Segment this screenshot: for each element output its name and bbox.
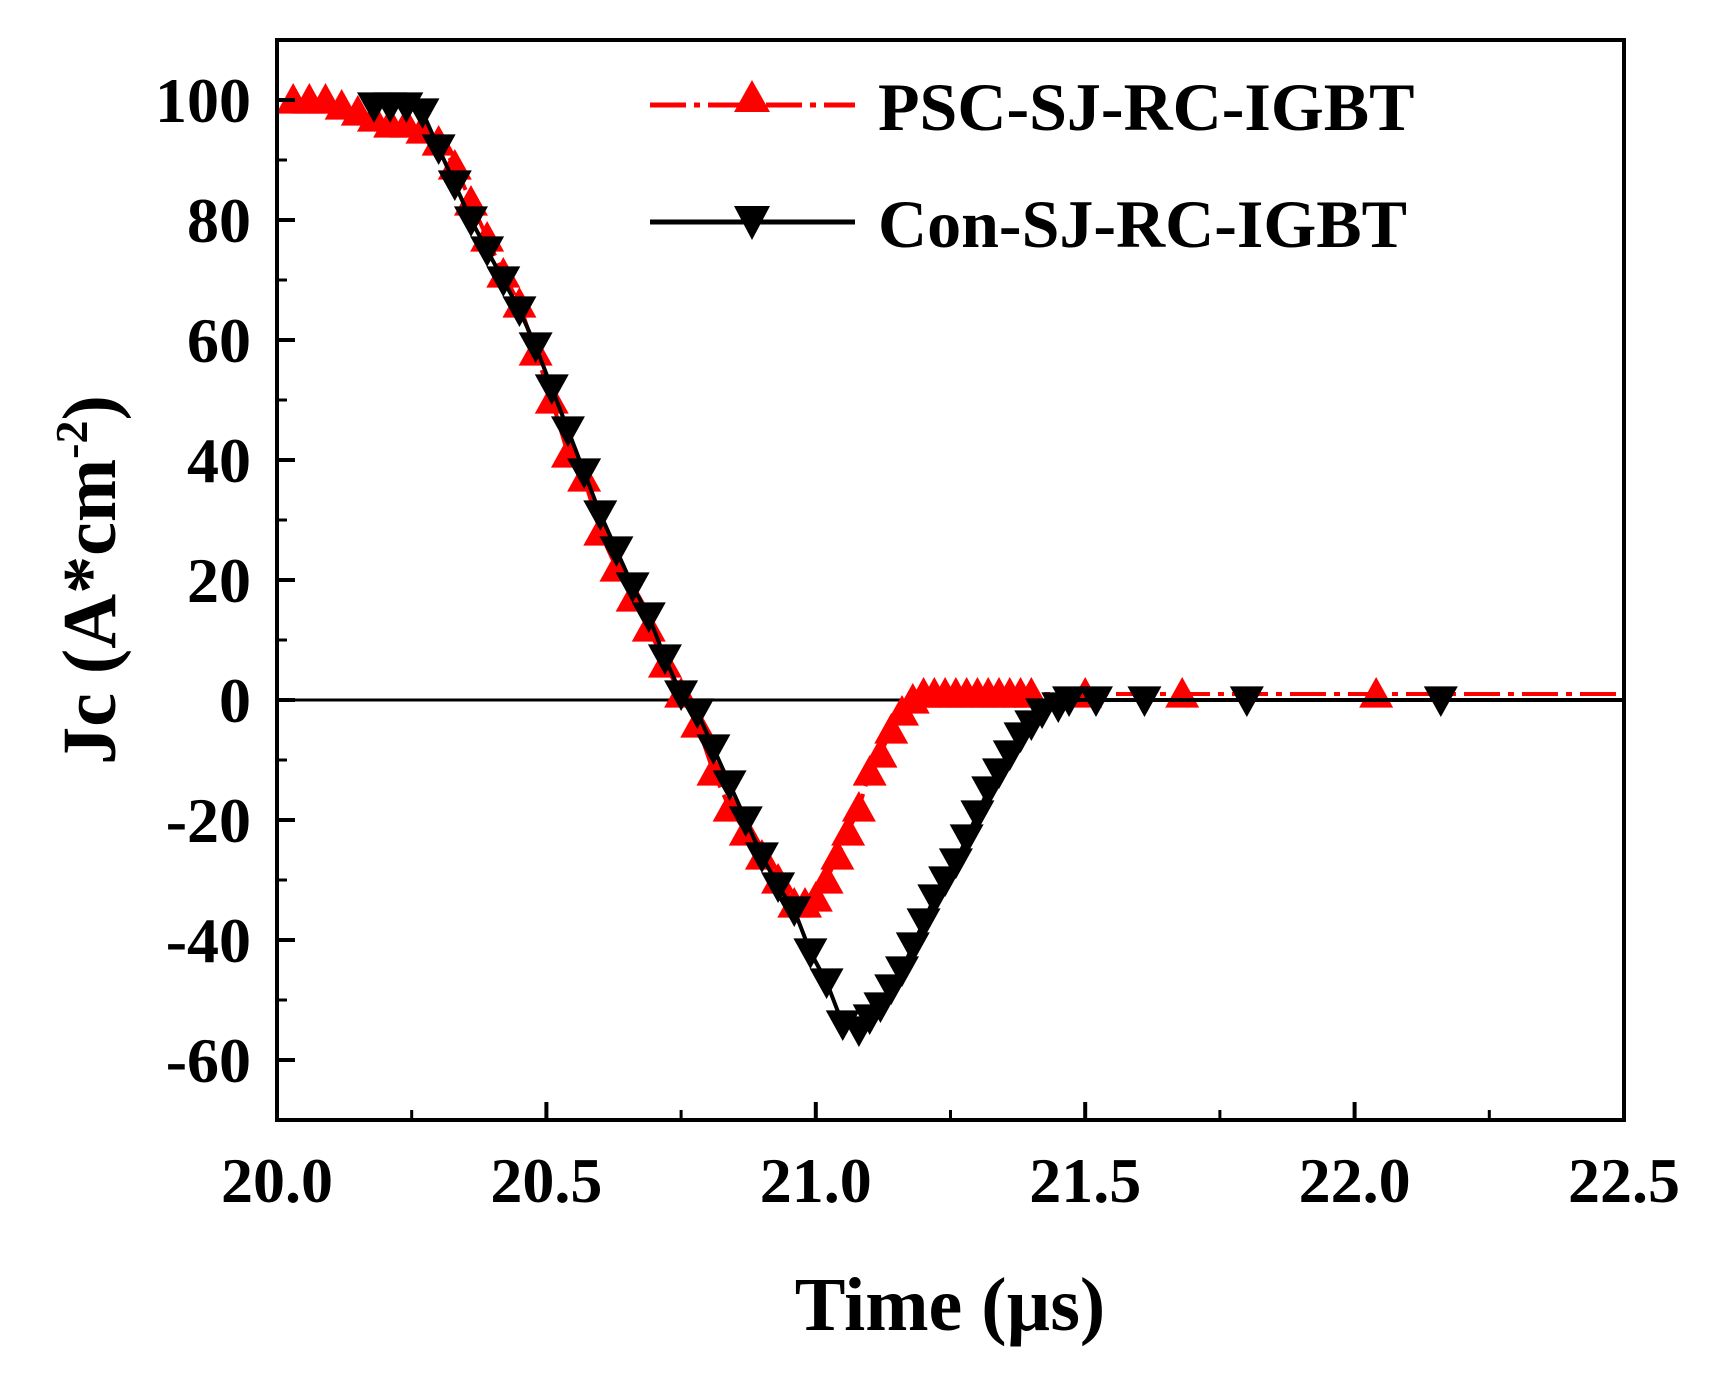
x-tick-label: 21.0 bbox=[760, 1145, 872, 1216]
data-point bbox=[793, 938, 828, 969]
legend-item-con: Con-SJ-RC-IGBT bbox=[650, 186, 1407, 262]
data-point bbox=[405, 98, 440, 129]
legend-label-con: Con-SJ-RC-IGBT bbox=[878, 186, 1407, 262]
x-tick-label: 20.5 bbox=[490, 1145, 602, 1216]
data-point bbox=[615, 572, 650, 603]
y-axis-title-close: ) bbox=[48, 395, 132, 420]
legend-item-psc: PSC-SJ-RC-IGBT bbox=[650, 69, 1415, 145]
data-point bbox=[647, 644, 682, 675]
x-tick-label: 20.0 bbox=[221, 1145, 333, 1216]
y-axis: -60 -40 -20 0 20 40 60 80 100 bbox=[155, 38, 295, 1122]
y-tick-label: -60 bbox=[166, 1025, 251, 1096]
data-point bbox=[680, 698, 715, 729]
data-point bbox=[874, 713, 909, 744]
data-point bbox=[728, 806, 763, 837]
y-tick-label: -20 bbox=[166, 785, 251, 856]
data-point bbox=[437, 170, 472, 201]
y-axis-title: Jc (A*cm-2) bbox=[46, 395, 132, 765]
legend-marker-con bbox=[734, 206, 770, 240]
y-tick-label: 0 bbox=[219, 665, 251, 736]
data-point bbox=[1229, 686, 1264, 717]
data-point bbox=[486, 266, 521, 297]
data-point bbox=[938, 848, 973, 879]
y-axis-title-superscript: -2 bbox=[46, 421, 97, 459]
data-point bbox=[798, 881, 833, 912]
data-point bbox=[949, 824, 984, 855]
data-point bbox=[664, 680, 699, 711]
data-point bbox=[550, 416, 585, 447]
data-point bbox=[1127, 686, 1162, 717]
data-point bbox=[809, 968, 844, 999]
data-point bbox=[1423, 686, 1458, 717]
data-point bbox=[1078, 686, 1113, 717]
series-con bbox=[356, 92, 1624, 1047]
data-point bbox=[809, 863, 844, 894]
data-point bbox=[777, 896, 812, 927]
y-axis-title-main: Jc (A*cm bbox=[48, 459, 132, 765]
data-point bbox=[831, 815, 866, 846]
x-axis-title: Time (µs) bbox=[795, 1263, 1105, 1347]
data-point bbox=[852, 755, 887, 786]
data-point bbox=[599, 536, 634, 567]
data-point bbox=[631, 602, 666, 633]
x-tick-label: 22.5 bbox=[1568, 1145, 1680, 1216]
data-point bbox=[583, 500, 618, 531]
data-point bbox=[421, 134, 456, 165]
data-point bbox=[534, 374, 569, 405]
x-tick-label: 22.0 bbox=[1299, 1145, 1411, 1216]
data-point bbox=[895, 932, 930, 963]
y-tick-label: -40 bbox=[166, 905, 251, 976]
y-tick-label: 20 bbox=[187, 545, 251, 616]
data-point bbox=[761, 872, 796, 903]
data-point bbox=[567, 458, 602, 489]
y-tick-label: 60 bbox=[187, 305, 251, 376]
data-point bbox=[518, 332, 553, 363]
data-point bbox=[712, 770, 747, 801]
legend-marker-psc bbox=[734, 80, 770, 112]
x-axis: 20.0 20.5 21.0 21.5 22.0 22.5 bbox=[221, 1102, 1680, 1216]
data-point bbox=[744, 842, 779, 873]
y-tick-label: 80 bbox=[187, 185, 251, 256]
legend: PSC-SJ-RC-IGBT Con-SJ-RC-IGBT bbox=[650, 69, 1415, 262]
data-point bbox=[841, 791, 876, 822]
data-point bbox=[696, 734, 731, 765]
data-point bbox=[502, 296, 537, 327]
data-point bbox=[453, 206, 488, 237]
data-point bbox=[960, 800, 995, 831]
data-point bbox=[863, 737, 898, 768]
data-point bbox=[820, 839, 855, 870]
y-tick-label: 40 bbox=[187, 425, 251, 496]
data-point bbox=[885, 956, 920, 987]
data-point bbox=[470, 236, 505, 267]
legend-label-psc: PSC-SJ-RC-IGBT bbox=[878, 69, 1415, 145]
data-point bbox=[1052, 686, 1087, 717]
data-point bbox=[906, 908, 941, 939]
x-tick-label: 21.5 bbox=[1029, 1145, 1141, 1216]
y-tick-label: 100 bbox=[155, 65, 251, 136]
